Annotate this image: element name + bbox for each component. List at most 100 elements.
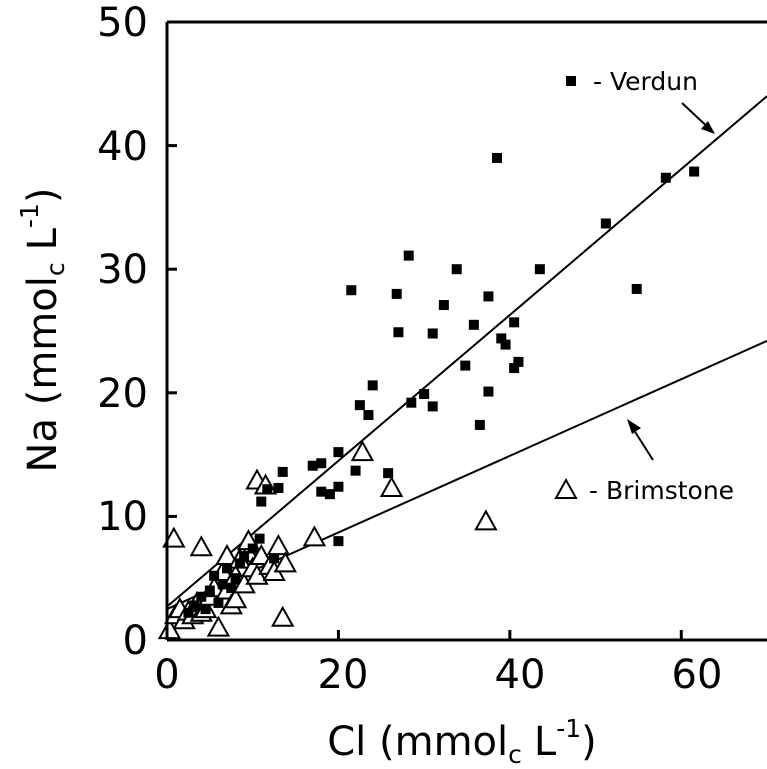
data-point-brimstone [223, 587, 248, 609]
data-point-verdun [383, 468, 394, 479]
data-point-verdun [427, 328, 438, 339]
data-point-verdun [196, 591, 207, 602]
data-point-verdun [234, 558, 245, 569]
data-point-verdun [350, 465, 361, 476]
data-point-verdun [324, 489, 335, 500]
data-point-verdun [222, 563, 232, 574]
x-axis-title: Cl (mmolc L-1) [327, 714, 596, 769]
data-point-verdun [500, 339, 511, 350]
data-point-verdun [333, 536, 344, 547]
y-axis-title-close: ) [20, 188, 66, 204]
data-point-verdun [367, 380, 378, 391]
data-point-verdun [256, 496, 267, 507]
data-point-verdun [483, 291, 494, 302]
x-tick-label: 40 [495, 652, 546, 698]
data-point-brimstone [379, 475, 404, 497]
x-axis-title-superscript: -1 [556, 714, 581, 743]
data-point-verdun [513, 356, 524, 367]
y-tick-label: 0 [123, 618, 148, 664]
data-point-verdun [209, 570, 220, 581]
data-point-verdun [316, 486, 327, 497]
data-point-brimstone [189, 535, 213, 557]
legend-square-marker [566, 76, 576, 86]
data-point-verdun [534, 264, 545, 275]
data-point-verdun [509, 317, 520, 328]
x-axis-title-main: Cl [327, 719, 366, 765]
y-axis-title-unit: L [20, 227, 66, 250]
legend-brimstone-label: - Brimstone [589, 476, 734, 505]
data-point-verdun [316, 458, 327, 469]
data-point-brimstone [474, 509, 498, 531]
data-point-verdun [438, 300, 449, 311]
legend-verdun-arrowhead [701, 121, 715, 134]
data-point-verdun [262, 484, 273, 495]
data-point-verdun [406, 397, 417, 408]
y-axis-title-open: (mmol [20, 276, 66, 405]
data-point-verdun [247, 543, 258, 554]
data-point-verdun [660, 172, 671, 183]
data-point-verdun [346, 285, 357, 296]
data-point-verdun [391, 288, 402, 299]
y-axis-title: Na (mmolcL-1) [15, 188, 70, 473]
data-point-verdun [689, 166, 700, 177]
legend-verdun-label: - Verdun [593, 67, 698, 96]
fit-line-verdun [166, 95, 767, 608]
data-point-verdun [509, 363, 520, 374]
data-point-verdun [307, 460, 318, 471]
data-point-verdun [333, 481, 344, 492]
legend-triangle-marker [554, 477, 578, 499]
data-point-verdun [600, 218, 611, 229]
x-axis-title-close: ) [581, 719, 597, 765]
data-point-verdun [631, 283, 642, 294]
chart-marks [157, 95, 767, 640]
data-point-verdun [492, 152, 502, 163]
data-point-brimstone [206, 615, 231, 637]
data-point-verdun [230, 573, 241, 584]
data-point-brimstone [350, 440, 375, 462]
data-point-verdun [363, 410, 374, 421]
data-point-verdun [468, 319, 479, 330]
y-tick-label: 50 [97, 0, 148, 46]
data-point-verdun [483, 386, 494, 397]
data-point-verdun [393, 327, 404, 338]
data-point-verdun [419, 389, 430, 400]
data-point-brimstone [249, 543, 273, 565]
x-tick-label: 0 [154, 652, 179, 698]
y-tick-label: 30 [97, 247, 148, 293]
data-point-verdun [427, 401, 438, 412]
data-point-verdun [239, 550, 250, 561]
legend-brimstone-arrowhead [627, 419, 641, 434]
x-tick-label: 20 [318, 652, 369, 698]
y-axis-title-subscript: c [41, 262, 70, 276]
data-point-brimstone [273, 551, 297, 573]
y-tick-label: 10 [97, 494, 148, 540]
data-point-verdun [204, 585, 215, 596]
data-point-verdun [496, 333, 507, 344]
y-tick-label: 40 [97, 124, 148, 170]
data-point-brimstone [266, 534, 291, 556]
x-tick-label: 60 [672, 652, 723, 698]
legend-brimstone: - Brimstone [554, 419, 734, 505]
data-point-verdun [277, 466, 288, 477]
y-tick-label: 20 [97, 371, 148, 417]
data-point-brimstone [302, 525, 327, 547]
y-axis-title-superscript: -1 [15, 203, 44, 228]
data-point-verdun [273, 482, 284, 493]
data-point-verdun [183, 607, 194, 618]
data-point-verdun [460, 360, 471, 371]
data-point-brimstone [162, 526, 186, 548]
data-point-verdun [200, 604, 211, 615]
data-point-verdun [403, 250, 414, 261]
data-point-verdun [333, 447, 344, 458]
data-point-verdun [217, 579, 228, 590]
data-point-verdun [269, 553, 280, 564]
data-point-verdun [226, 583, 237, 594]
data-point-verdun [213, 597, 224, 608]
x-axis-title-open: (mmol [379, 719, 508, 765]
axis-ticks [165, 20, 683, 642]
y-axis-title-main: Na [20, 418, 66, 472]
legend-verdun: - Verdun [566, 67, 715, 134]
data-point-brimstone [271, 605, 295, 627]
data-point-verdun [474, 419, 485, 430]
